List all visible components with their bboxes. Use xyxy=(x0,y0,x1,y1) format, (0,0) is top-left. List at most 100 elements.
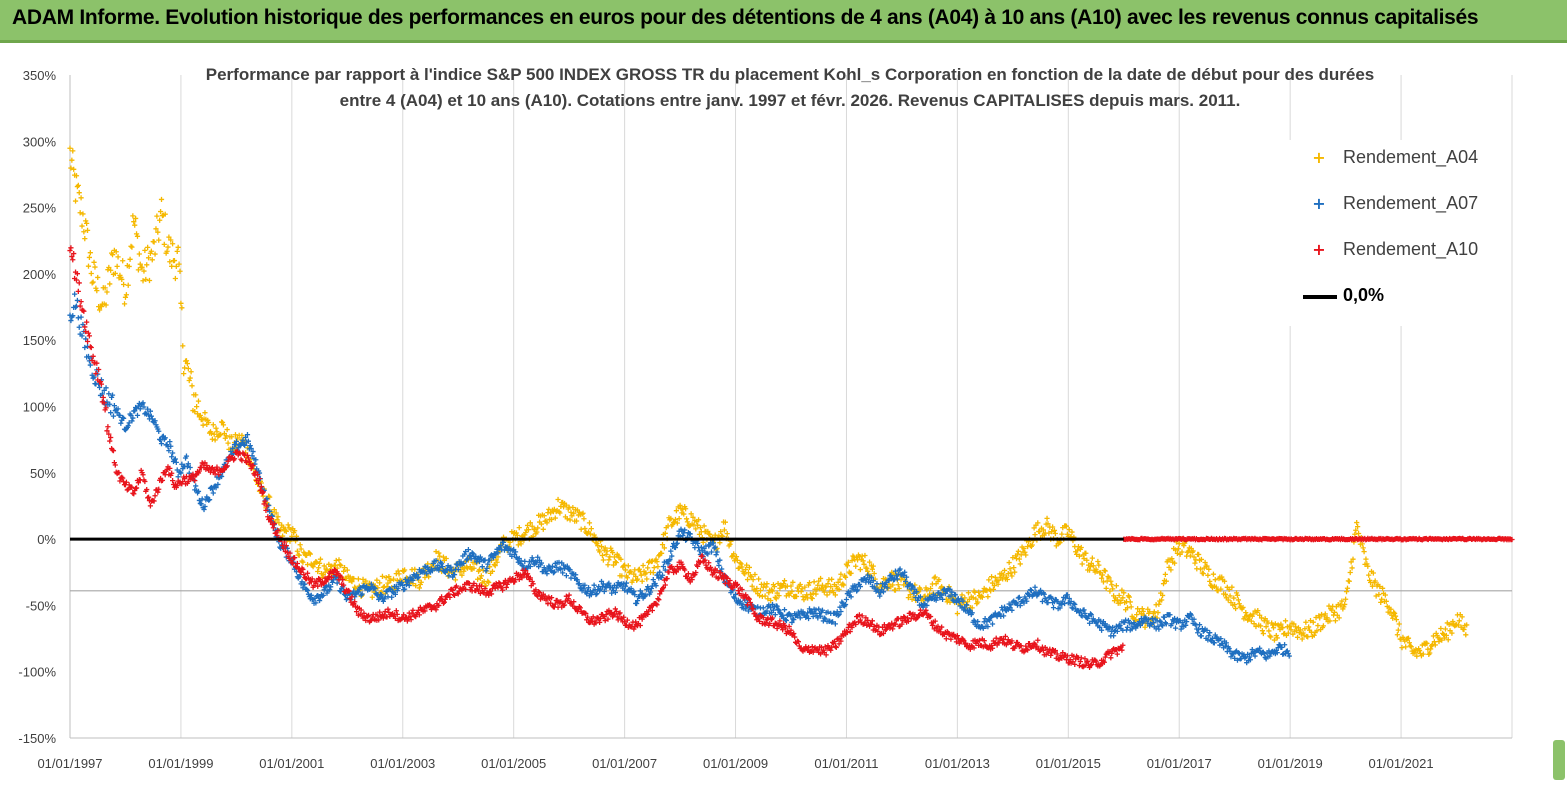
data-point-a07 xyxy=(925,597,931,603)
data-point-a04 xyxy=(338,562,344,569)
data-point-a04 xyxy=(619,573,625,579)
data-point-a04 xyxy=(890,582,896,588)
data-point-a04 xyxy=(379,573,386,579)
data-point-a04 xyxy=(895,582,901,588)
data-point-a07 xyxy=(836,611,842,618)
data-point-a07 xyxy=(631,588,637,595)
data-point-a07 xyxy=(708,549,715,555)
data-point-a07 xyxy=(1267,653,1273,659)
data-point-a07 xyxy=(1017,603,1023,609)
data-point-a04 xyxy=(568,509,574,515)
data-point-a04 xyxy=(1245,616,1252,622)
data-point-a04 xyxy=(328,563,335,569)
data-point-a04 xyxy=(1282,618,1289,624)
data-point-a04 xyxy=(973,596,979,602)
data-point-a04 xyxy=(280,524,287,530)
data-point-a04 xyxy=(1029,542,1035,548)
data-point-a04 xyxy=(650,570,656,576)
data-point-a07 xyxy=(1039,598,1046,605)
data-point-a04 xyxy=(121,301,128,307)
data-point-a07 xyxy=(819,607,826,613)
data-point-a04 xyxy=(492,563,498,569)
data-point-a04 xyxy=(239,432,245,439)
data-point-a04 xyxy=(920,597,926,604)
data-point-a07 xyxy=(170,450,176,456)
data-point-a07 xyxy=(479,564,485,570)
data-point-a07 xyxy=(156,428,162,434)
data-point-a07 xyxy=(201,506,207,513)
data-point-a04 xyxy=(310,564,316,570)
data-point-a07 xyxy=(166,448,172,454)
data-point-a07 xyxy=(357,584,363,591)
data-point-a04 xyxy=(315,568,321,575)
data-point-a04 xyxy=(78,195,84,201)
data-point-a04 xyxy=(825,581,831,587)
data-point-a04 xyxy=(1266,628,1272,634)
x-tick-label: 01/01/2009 xyxy=(703,756,768,771)
data-point-a10 xyxy=(82,324,88,330)
data-point-a07 xyxy=(140,400,146,406)
data-point-a04 xyxy=(729,554,735,560)
data-point-a07 xyxy=(202,503,208,510)
data-point-a04 xyxy=(1302,626,1308,632)
data-point-a07 xyxy=(800,609,806,615)
data-point-a04 xyxy=(1285,630,1291,636)
data-point-a04 xyxy=(486,579,492,586)
data-point-a07 xyxy=(667,556,673,563)
data-point-a04 xyxy=(136,251,142,257)
data-point-a04 xyxy=(1427,650,1433,656)
data-point-a10 xyxy=(1114,651,1120,657)
data-point-a04 xyxy=(821,589,827,595)
y-tick-label: -50% xyxy=(26,598,57,613)
data-point-a07 xyxy=(774,603,780,609)
data-point-a04 xyxy=(464,565,471,571)
data-point-a04 xyxy=(789,588,795,595)
data-point-a04 xyxy=(1278,621,1284,627)
data-point-a04 xyxy=(351,576,357,582)
data-point-a04 xyxy=(108,267,114,273)
data-point-a04 xyxy=(224,426,230,433)
data-point-a04 xyxy=(170,241,176,247)
data-point-a04 xyxy=(988,588,994,594)
data-point-a07 xyxy=(185,461,191,467)
data-point-a04 xyxy=(1361,549,1367,555)
data-point-a04 xyxy=(165,244,171,250)
data-point-a04 xyxy=(1212,577,1218,583)
data-point-a10 xyxy=(74,271,80,277)
data-point-a04 xyxy=(360,576,366,582)
data-point-a04 xyxy=(86,254,93,261)
legend-item-zero: 0,0% xyxy=(1285,284,1495,312)
data-point-a07 xyxy=(1028,587,1034,593)
data-point-a04 xyxy=(695,517,702,523)
data-point-a07 xyxy=(1206,633,1212,639)
data-point-a04 xyxy=(352,584,358,590)
data-point-a07 xyxy=(1161,614,1168,620)
data-point-a07 xyxy=(548,567,554,573)
data-point-a04 xyxy=(1159,592,1166,599)
data-point-a04 xyxy=(734,557,740,563)
data-point-a07 xyxy=(1204,627,1210,633)
data-point-a07 xyxy=(732,595,738,601)
data-point-a07 xyxy=(1124,624,1131,630)
data-point-a07 xyxy=(780,612,786,618)
data-point-a07 xyxy=(1226,645,1232,652)
data-point-a04 xyxy=(862,552,868,559)
data-point-a04 xyxy=(869,566,875,572)
data-point-a04 xyxy=(1075,544,1082,550)
data-point-a04 xyxy=(833,583,839,590)
data-point-a07 xyxy=(173,459,179,465)
data-point-a07 xyxy=(110,413,117,419)
data-point-a10 xyxy=(833,644,839,651)
data-point-a04 xyxy=(1389,612,1395,618)
data-point-a04 xyxy=(514,532,520,538)
data-point-a04 xyxy=(800,593,806,600)
data-point-a07 xyxy=(1218,636,1224,642)
data-point-a04 xyxy=(156,237,162,243)
data-point-a07 xyxy=(880,589,887,595)
data-point-a07 xyxy=(527,563,533,570)
data-point-a04 xyxy=(132,222,138,228)
data-point-a10 xyxy=(84,319,90,325)
data-point-a04 xyxy=(1169,556,1175,562)
data-point-a04 xyxy=(613,560,619,566)
data-point-a04 xyxy=(176,261,182,267)
